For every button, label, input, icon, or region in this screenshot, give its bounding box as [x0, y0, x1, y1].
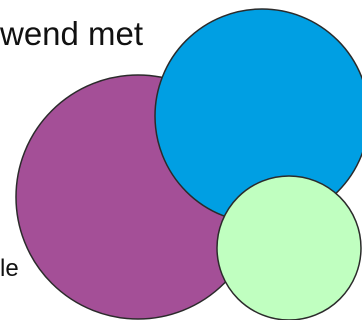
top-text-fragment: wend met — [0, 15, 144, 52]
side-text-fragment: le — [0, 255, 19, 282]
mint-circle — [216, 175, 362, 320]
